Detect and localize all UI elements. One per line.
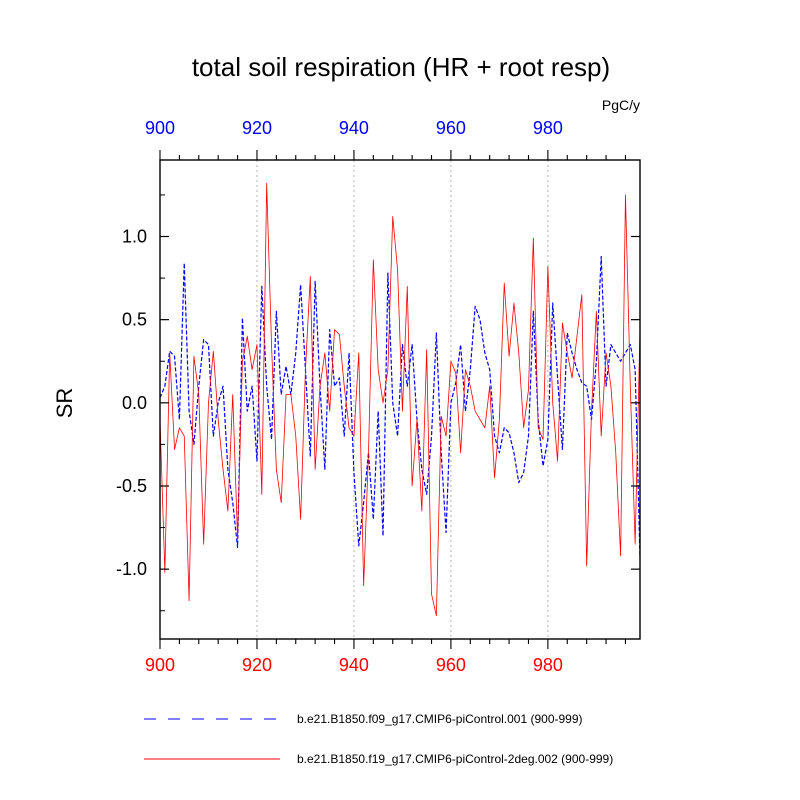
x-tick-label-bottom: 980 xyxy=(533,655,563,675)
units-label: PgC/y xyxy=(602,97,640,113)
plot-frame xyxy=(159,159,641,640)
y-tick-label: 0.0 xyxy=(122,393,147,413)
series-line-1 xyxy=(159,255,641,558)
x-tick-label-top: 980 xyxy=(533,118,563,138)
y-tick-label: 0.5 xyxy=(122,310,147,330)
x-tick-label-top: 900 xyxy=(145,118,175,138)
legend: b.e21.B1850.f09_g17.CMIP6-piControl.001 … xyxy=(144,712,613,766)
x-tick-label-bottom: 920 xyxy=(242,655,272,675)
axes: -1.0 -0.5 0.0 0.5 1.0 900 900 920 920 940 940 960 96… xyxy=(116,118,641,675)
vertical-gridlines xyxy=(256,160,549,639)
y-tick-label: -0.5 xyxy=(116,476,147,496)
x-tick-label-bottom: 900 xyxy=(145,655,175,675)
series-line-2 xyxy=(159,182,641,617)
x-tick-label-bottom: 940 xyxy=(339,655,369,675)
x-tick-label-top: 940 xyxy=(339,118,369,138)
x-tick-label-bottom: 960 xyxy=(436,655,466,675)
x-tick-label-top: 960 xyxy=(436,118,466,138)
legend-label-2: b.e21.B1850.f19_g17.CMIP6-piControl-2deg… xyxy=(297,752,613,766)
chart-title: total soil respiration (HR + root resp) xyxy=(192,52,610,82)
series-lines xyxy=(159,182,641,617)
y-axis-label: SR xyxy=(52,388,77,419)
y-tick-label: -1.0 xyxy=(116,559,147,579)
legend-label-1: b.e21.B1850.f09_g17.CMIP6-piControl.001 … xyxy=(297,712,583,726)
x-tick-label-top: 920 xyxy=(242,118,272,138)
y-tick-label: 1.0 xyxy=(122,227,147,247)
